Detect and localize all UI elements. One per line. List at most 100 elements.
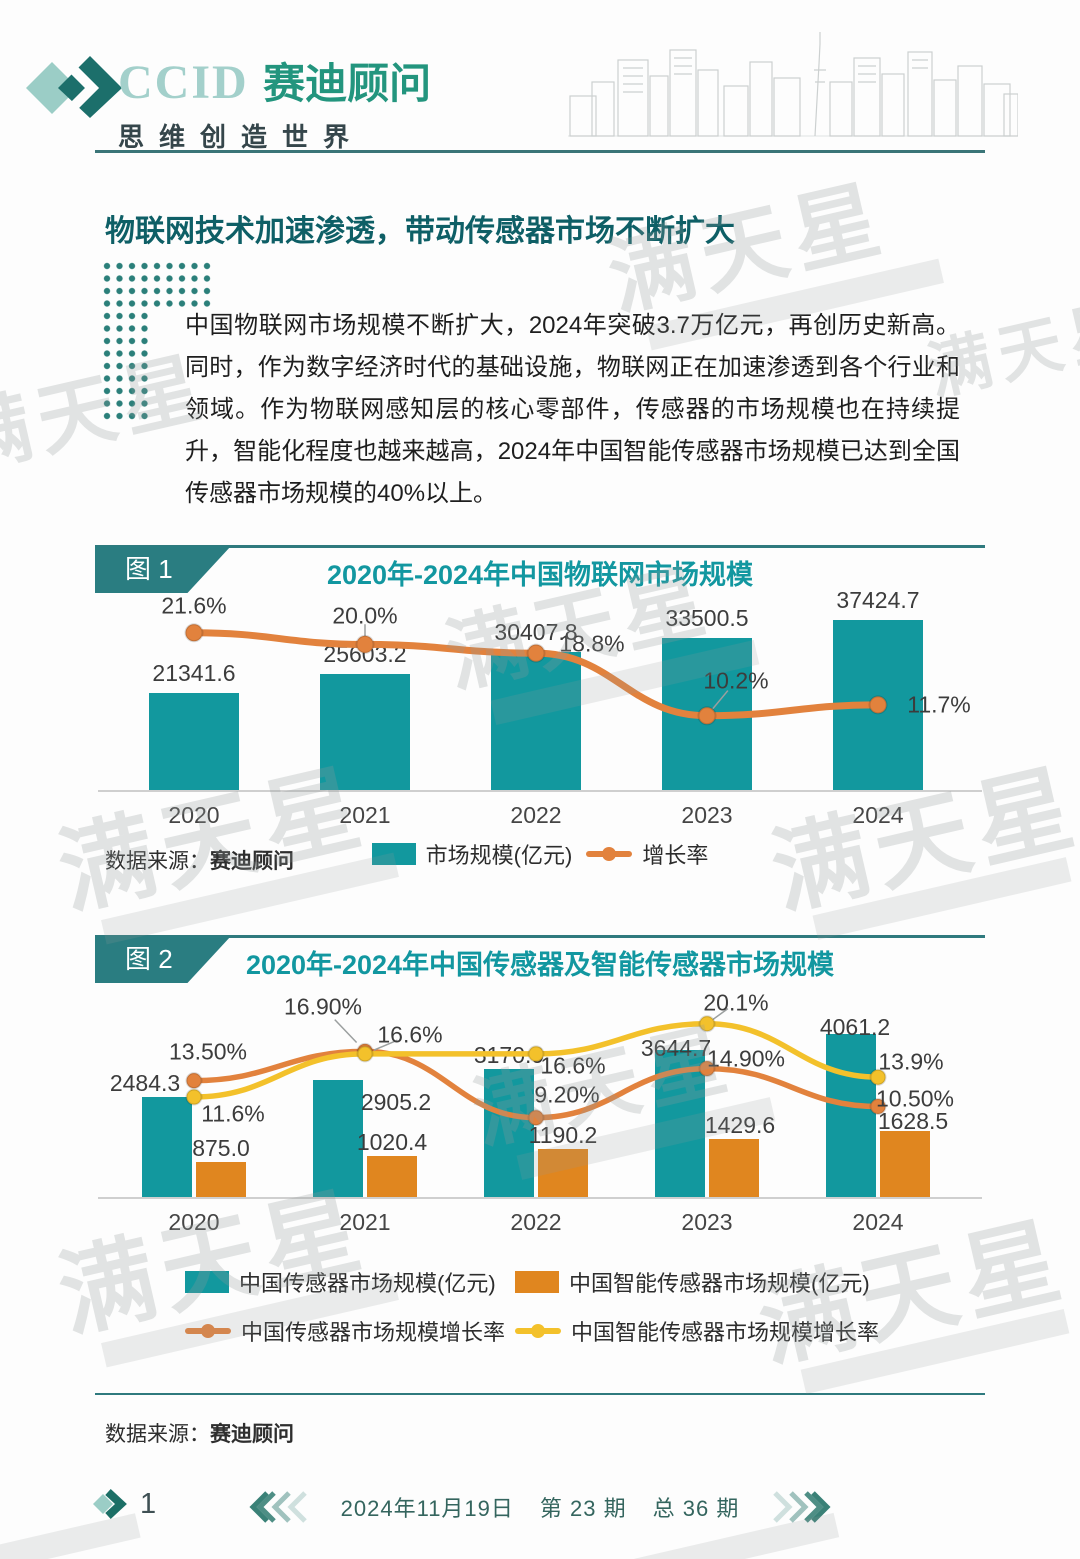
percent-label: 13.9% bbox=[878, 1048, 944, 1075]
footer-total: 总 36 期 bbox=[652, 1496, 740, 1521]
figure2-chart: 2020 2021 2022 2023 2024 2484.3 2905.2 3170.9 36… bbox=[98, 989, 982, 1242]
percent-label: 9.20% bbox=[534, 1081, 600, 1108]
bar bbox=[196, 1161, 246, 1197]
axis-label: 2024 bbox=[852, 802, 904, 828]
source-value: 赛迪顾问 bbox=[210, 1423, 294, 1446]
page-marker-icon bbox=[93, 1489, 127, 1519]
legend-label: 市场规模(亿元) bbox=[425, 843, 573, 868]
value-label: 1190.2 bbox=[528, 1122, 598, 1149]
axis-label: 2020 bbox=[168, 1209, 220, 1235]
axis-label: 2020 bbox=[168, 802, 220, 828]
percent-label: 10.50% bbox=[875, 1085, 955, 1111]
footer-issue: 第 23 期 bbox=[539, 1496, 627, 1521]
page-number-box: 1 bbox=[84, 1486, 156, 1522]
article-title: 物联网技术加速渗透，带动传感器市场不断扩大 bbox=[105, 215, 735, 249]
figure1-source: 数据来源：赛迪顾问 bbox=[105, 845, 294, 875]
figure1-legend: 市场规模(亿元) 增长率 bbox=[110, 838, 970, 870]
percent-label: 18.8% bbox=[559, 630, 625, 657]
line-point bbox=[356, 1045, 374, 1063]
figure2-bottom-rule bbox=[95, 1393, 985, 1395]
bar bbox=[709, 1139, 759, 1197]
legend-bar-swatch bbox=[185, 1271, 229, 1293]
line-point bbox=[184, 623, 204, 643]
legend-item: 增长率 bbox=[586, 838, 708, 870]
dots-decoration bbox=[103, 262, 215, 312]
logo-brand: 赛迪顾问 bbox=[263, 60, 432, 107]
article-body: 中国物联网市场规模不断扩大，2024年突破3.7万亿元，再创历史新高。同时，作为… bbox=[185, 312, 960, 507]
percent-label: 11.6% bbox=[201, 1100, 265, 1127]
chevrons-left-icon bbox=[249, 1491, 307, 1523]
line-point bbox=[698, 1015, 716, 1033]
figure1-rule bbox=[95, 545, 985, 548]
bar bbox=[491, 651, 581, 790]
header-divider bbox=[95, 150, 985, 153]
bar bbox=[320, 673, 410, 790]
figure1-chart: 2020 2021 2022 2023 2024 21341.6 25603.2 30407.… bbox=[98, 585, 982, 837]
value-label: 4061.2 bbox=[819, 1013, 891, 1040]
axis-label: 2022 bbox=[510, 1209, 562, 1235]
ccid-logo-icon bbox=[26, 56, 122, 118]
legend-label: 中国传感器市场规模增长率 bbox=[241, 1320, 506, 1345]
footer-date: 2024年11月19日 bbox=[340, 1496, 514, 1521]
logo-ccid: CCID bbox=[118, 56, 249, 109]
percent-label: 16.90% bbox=[283, 993, 363, 1020]
legend-label: 中国智能传感器市场规模增长率 bbox=[571, 1320, 880, 1345]
x-axis bbox=[98, 1197, 982, 1199]
axis-label: 2024 bbox=[852, 1209, 904, 1235]
bar bbox=[149, 692, 239, 790]
legend-label: 中国传感器市场规模(亿元) bbox=[239, 1271, 496, 1296]
bar bbox=[142, 1097, 192, 1197]
legend-line-dot bbox=[201, 1324, 215, 1338]
legend-label: 中国智能传感器市场规模(亿元) bbox=[569, 1271, 870, 1296]
legend-line-dot bbox=[531, 1324, 545, 1338]
bar bbox=[655, 1050, 705, 1197]
source-label: 数据来源： bbox=[105, 850, 210, 873]
legend-item: 中国智能传感器市场规模(亿元) bbox=[515, 1266, 895, 1298]
value-label: 1429.6 bbox=[704, 1112, 776, 1139]
bar bbox=[826, 1033, 876, 1197]
x-axis bbox=[98, 790, 982, 792]
source-label: 数据来源： bbox=[105, 1423, 210, 1446]
value-label: 33500.5 bbox=[665, 604, 749, 631]
axis-label: 2021 bbox=[339, 802, 391, 828]
footer-center: 2024年11月19日 第 23 期 总 36 期 bbox=[0, 1490, 1080, 1524]
logo-slogan: 思维创造世界 bbox=[118, 122, 365, 152]
axis-label: 2022 bbox=[510, 802, 562, 828]
bar bbox=[367, 1155, 417, 1197]
axis-label: 2023 bbox=[681, 802, 733, 828]
percent-label: 14.90% bbox=[706, 1045, 786, 1072]
value-label: 1020.4 bbox=[356, 1128, 428, 1155]
legend-item: 市场规模(亿元) bbox=[371, 838, 573, 870]
figure2-rule bbox=[95, 935, 985, 938]
percent-label: 10.2% bbox=[703, 667, 769, 694]
legend-item: 中国智能传感器市场规模增长率 bbox=[515, 1315, 895, 1347]
logo-text: CCID 赛迪顾问 思维创造世界 bbox=[118, 50, 431, 154]
source-value: 赛迪顾问 bbox=[210, 850, 294, 873]
legend-label: 增长率 bbox=[642, 843, 709, 868]
percent-label: 21.6% bbox=[161, 592, 227, 619]
figure1-title: 2020年-2024年中国物联网市场规模 bbox=[326, 560, 754, 590]
axis-label: 2023 bbox=[681, 1209, 733, 1235]
page-number: 1 bbox=[140, 1487, 157, 1520]
figure2-source: 数据来源：赛迪顾问 bbox=[105, 1418, 294, 1448]
legend-bar-swatch bbox=[515, 1271, 559, 1293]
bar bbox=[880, 1131, 930, 1197]
value-label: 2905.2 bbox=[360, 1089, 432, 1116]
line-point bbox=[356, 1042, 374, 1060]
percent-label: 16.6% bbox=[377, 1021, 443, 1048]
line-point bbox=[185, 1072, 203, 1090]
legend-item: 中国传感器市场规模(亿元) bbox=[185, 1266, 515, 1298]
percent-label: 11.7% bbox=[907, 691, 971, 718]
legend-line-swatch bbox=[185, 1324, 231, 1338]
chevrons-right-icon bbox=[773, 1491, 831, 1523]
figure2-title: 2020年-2024年中国传感器及智能传感器市场规模 bbox=[245, 950, 835, 980]
label-callout bbox=[334, 1019, 358, 1044]
percent-label: 20.0% bbox=[332, 602, 398, 629]
logo-chevron bbox=[70, 66, 100, 110]
legend-item: 中国传感器市场规模增长率 bbox=[185, 1315, 515, 1347]
bar bbox=[662, 637, 752, 790]
axis-label: 2021 bbox=[339, 1209, 391, 1235]
legend-line-dot bbox=[602, 847, 617, 861]
legend-bar-swatch bbox=[371, 843, 416, 865]
